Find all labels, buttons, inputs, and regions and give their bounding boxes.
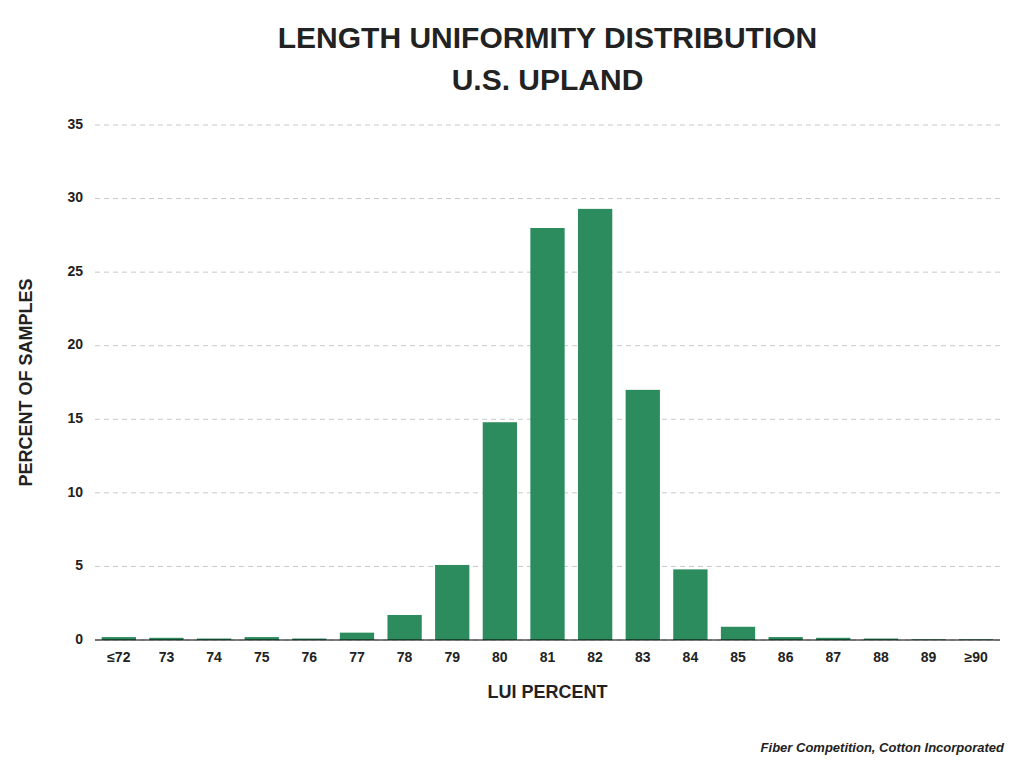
grid-line — [95, 640, 1000, 641]
x-axis: ≤72 73 74 75 76 77 78 79 80 81 82 83 84 85 86 87 88 89 ≥90 — [107, 649, 988, 665]
bars — [102, 209, 994, 640]
y-tick-label: 25 — [67, 263, 83, 279]
x-tick-label: 81 — [540, 649, 556, 665]
x-tick-label: 74 — [206, 649, 222, 665]
x-tick-label: 88 — [873, 649, 889, 665]
bar — [673, 569, 707, 640]
x-tick-label: 83 — [635, 649, 651, 665]
grid-line — [95, 198, 1000, 199]
y-tick-label: 10 — [67, 484, 83, 500]
x-tick-label: 89 — [921, 649, 937, 665]
chart-svg: 0 5 10 15 20 25 30 35 ≤72 73 74 75 76 77 78 79 80 81 82 83 8… — [0, 0, 1024, 768]
bar — [721, 627, 755, 640]
chart-container: 0 5 10 15 20 25 30 35 ≤72 73 74 75 76 77 78 79 80 81 82 83 8… — [0, 0, 1024, 768]
x-tick-label: 77 — [349, 649, 365, 665]
bar — [626, 390, 660, 640]
x-tick-label: ≤72 — [107, 649, 130, 665]
x-tick-label: 86 — [778, 649, 794, 665]
x-tick-label: 84 — [683, 649, 699, 665]
grid-line — [95, 125, 1000, 126]
grid — [95, 125, 1000, 640]
x-tick-label: 78 — [397, 649, 413, 665]
x-tick-label: ≥90 — [965, 649, 988, 665]
x-tick-label: 75 — [254, 649, 270, 665]
bar — [578, 209, 612, 640]
y-tick-label: 0 — [75, 631, 83, 647]
x-tick-label: 82 — [587, 649, 603, 665]
y-axis-label: PERCENT OF SAMPLES — [16, 278, 36, 486]
y-tick-label: 35 — [67, 116, 83, 132]
x-tick-label: 73 — [159, 649, 175, 665]
y-tick-label: 20 — [67, 336, 83, 352]
bar — [435, 565, 469, 640]
x-tick-label: 87 — [826, 649, 842, 665]
bar — [530, 228, 564, 640]
y-tick-label: 15 — [67, 410, 83, 426]
x-axis-label: LUI PERCENT — [487, 682, 607, 702]
footer-annotation: Fiber Competition, Cotton Incorporated — [761, 740, 1005, 755]
x-tick-label: 85 — [730, 649, 746, 665]
y-axis: 0 5 10 15 20 25 30 35 — [67, 116, 83, 647]
x-tick-label: 80 — [492, 649, 508, 665]
bar — [483, 422, 517, 640]
title: LENGTH UNIFORMITY DISTRIBUTION — [278, 21, 817, 54]
subtitle: U.S. UPLAND — [452, 63, 644, 96]
y-tick-label: 5 — [75, 557, 83, 573]
bar — [387, 615, 421, 640]
x-tick-label: 79 — [444, 649, 460, 665]
x-tick-label: 76 — [302, 649, 318, 665]
y-tick-label: 30 — [67, 189, 83, 205]
bar — [340, 633, 374, 640]
x-axis-line — [95, 639, 1000, 640]
